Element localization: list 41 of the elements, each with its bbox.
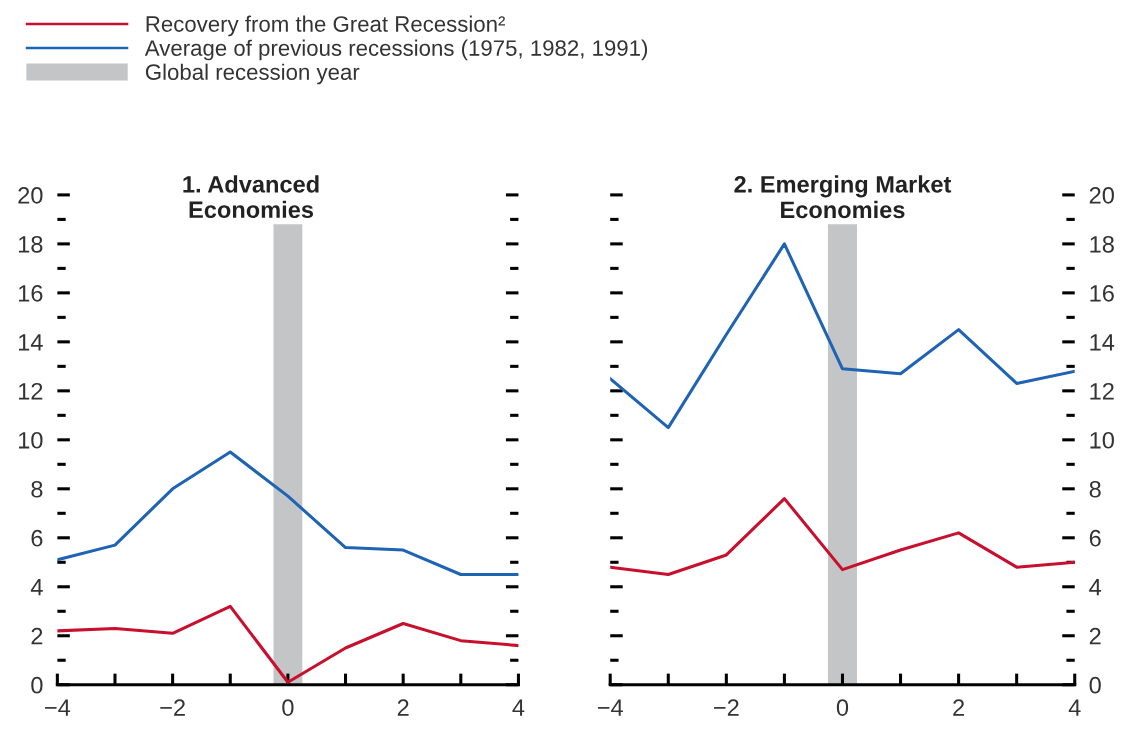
y-tick-label: 10	[19, 431, 43, 449]
x-tick-label: 2	[397, 699, 409, 716]
y2-tick-label: 20	[1089, 186, 1114, 204]
y2-tick-label: 2	[1089, 627, 1101, 645]
legend-label: Global recession year	[145, 63, 360, 85]
y2-tick-label: 0	[1089, 676, 1101, 694]
x-tick-label: −4	[597, 699, 623, 716]
y-tick-label: 2	[31, 627, 43, 645]
y-tick-label: 4	[30, 579, 43, 596]
y2-tick-label: 18	[1090, 235, 1114, 253]
chart-title: 2. Emerging Market Economies	[734, 175, 952, 219]
x-tick-label: 0	[836, 699, 849, 716]
y2-tick-label: 12	[1090, 382, 1114, 400]
y2-tick-label: 14	[1090, 334, 1115, 351]
y2-tick-label: 16	[1090, 284, 1114, 302]
y2-tick-label: 8	[1089, 480, 1101, 498]
y-tick-label: 18	[19, 235, 43, 253]
x-tick-label: 0	[282, 699, 294, 716]
legend-label: Average of previous recessions (1975, 1982, 1991)	[144, 39, 648, 61]
y-tick-label: 14	[19, 334, 43, 351]
y-tick-label: 16	[19, 284, 43, 302]
y-tick-label: 20	[18, 186, 43, 204]
x-tick-label: −2	[714, 699, 739, 716]
line-series	[610, 242, 1075, 430]
y2-tick-label: 4	[1089, 579, 1102, 596]
y-tick-label: 6	[31, 529, 43, 547]
y2-tick-label: 6	[1089, 529, 1101, 547]
y-tick-label: 8	[31, 480, 43, 498]
line-series	[57, 604, 519, 684]
x-tick-label: −4	[45, 699, 71, 716]
x-tick-label: −2	[160, 699, 185, 716]
line-series	[610, 497, 1075, 577]
chart-title: 1. Advanced Economies	[183, 175, 319, 219]
y-tick-label: 12	[19, 382, 43, 400]
y2-tick-label: 10	[1090, 431, 1114, 449]
x-tick-label: 4	[1068, 699, 1081, 716]
legend-label: Recovery from the Great Recession²	[146, 15, 505, 37]
x-tick-label: 2	[953, 699, 964, 716]
y-tick-label: 0	[31, 676, 43, 694]
line-series	[57, 450, 519, 577]
x-tick-label: 4	[512, 699, 525, 716]
